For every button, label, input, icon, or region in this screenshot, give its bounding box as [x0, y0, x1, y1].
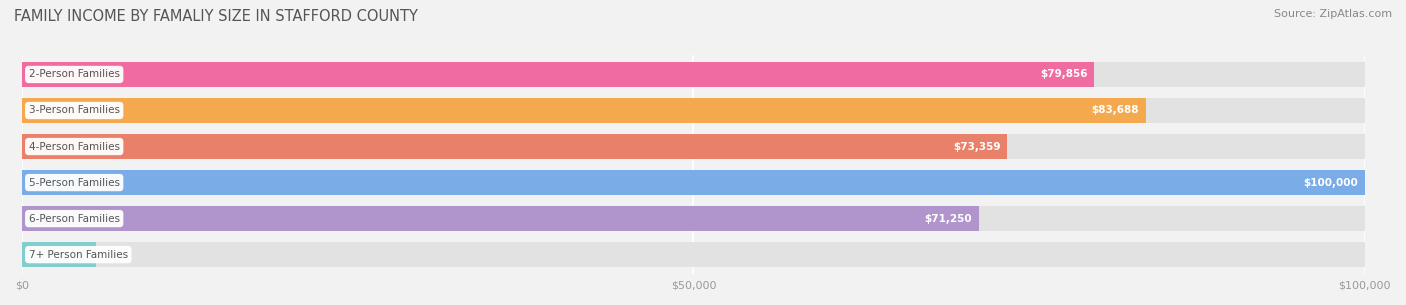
Bar [22, 134, 1365, 159]
Text: $71,250: $71,250 [924, 214, 972, 224]
Text: 7+ Person Families: 7+ Person Families [28, 249, 128, 260]
Bar [22, 242, 1365, 267]
Bar [22, 206, 979, 231]
Text: $73,359: $73,359 [953, 142, 1000, 152]
Text: $83,688: $83,688 [1091, 106, 1139, 116]
Text: 6-Person Families: 6-Person Families [28, 214, 120, 224]
Bar [22, 134, 1007, 159]
Bar [22, 62, 1094, 87]
Bar [22, 62, 1365, 87]
Bar [22, 98, 1146, 123]
Bar [22, 170, 1365, 195]
Bar [22, 242, 96, 267]
Bar [22, 98, 1365, 123]
Text: 5-Person Families: 5-Person Families [28, 178, 120, 188]
Bar [22, 170, 1365, 195]
Text: $100,000: $100,000 [1303, 178, 1358, 188]
Bar [22, 206, 1365, 231]
Text: 4-Person Families: 4-Person Families [28, 142, 120, 152]
Text: FAMILY INCOME BY FAMALIY SIZE IN STAFFORD COUNTY: FAMILY INCOME BY FAMALIY SIZE IN STAFFOR… [14, 9, 418, 24]
Text: $0: $0 [110, 249, 124, 260]
Text: Source: ZipAtlas.com: Source: ZipAtlas.com [1274, 9, 1392, 19]
Text: 3-Person Families: 3-Person Families [28, 106, 120, 116]
Text: $79,856: $79,856 [1040, 70, 1088, 80]
Text: 2-Person Families: 2-Person Families [28, 70, 120, 80]
